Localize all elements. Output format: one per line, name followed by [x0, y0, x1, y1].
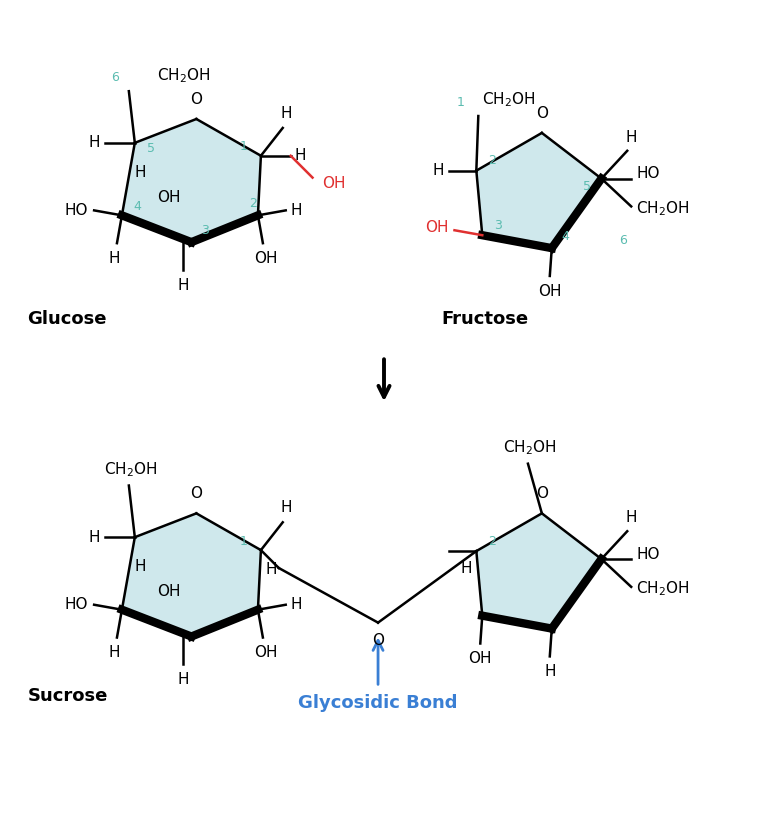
Text: H: H: [290, 597, 302, 612]
Text: H: H: [266, 562, 277, 577]
Text: CH$_2$OH: CH$_2$OH: [636, 580, 690, 598]
Polygon shape: [476, 133, 601, 249]
Text: H: H: [177, 278, 189, 293]
Text: H: H: [544, 665, 555, 680]
Text: H: H: [177, 672, 189, 687]
Text: 5: 5: [584, 180, 591, 193]
Text: Glucose: Glucose: [28, 309, 107, 328]
Text: O: O: [372, 632, 384, 647]
Text: CH$_2$OH: CH$_2$OH: [636, 199, 690, 218]
Text: HO: HO: [636, 546, 660, 561]
Text: Sucrose: Sucrose: [28, 687, 108, 706]
Text: HO: HO: [636, 166, 660, 181]
Text: OH: OH: [323, 176, 346, 191]
Text: H: H: [108, 646, 120, 661]
Text: 2: 2: [488, 154, 496, 168]
Text: CH$_2$OH: CH$_2$OH: [503, 438, 557, 457]
Text: 3: 3: [201, 224, 209, 237]
Text: O: O: [190, 92, 202, 107]
Text: H: H: [461, 561, 472, 576]
Text: Fructose: Fructose: [442, 309, 528, 328]
Text: CH$_2$OH: CH$_2$OH: [157, 67, 210, 85]
Text: OH: OH: [538, 284, 561, 299]
Text: H: H: [625, 130, 637, 145]
Text: H: H: [88, 530, 100, 545]
Text: H: H: [134, 164, 145, 179]
Text: HO: HO: [65, 597, 88, 612]
Text: H: H: [290, 203, 302, 218]
Text: 3: 3: [494, 219, 502, 232]
Text: CH$_2$OH: CH$_2$OH: [104, 460, 157, 479]
Text: 6: 6: [619, 234, 627, 247]
Text: O: O: [536, 486, 548, 501]
Polygon shape: [122, 119, 261, 242]
Text: H: H: [108, 251, 120, 266]
Text: OH: OH: [254, 251, 277, 266]
Text: 6: 6: [111, 71, 119, 84]
Polygon shape: [476, 514, 601, 629]
Text: H: H: [88, 135, 100, 150]
Text: H: H: [295, 148, 306, 163]
Text: 1: 1: [240, 535, 248, 548]
Text: Glycosidic Bond: Glycosidic Bond: [298, 694, 458, 712]
Text: OH: OH: [157, 585, 180, 600]
Text: 2: 2: [249, 197, 257, 210]
Text: 1: 1: [240, 140, 248, 153]
Text: OH: OH: [254, 646, 277, 661]
Text: OH: OH: [468, 651, 492, 666]
Text: H: H: [134, 559, 145, 574]
Text: HO: HO: [65, 203, 88, 218]
Text: CH$_2$OH: CH$_2$OH: [482, 90, 536, 109]
Text: H: H: [281, 106, 293, 121]
Text: 4: 4: [134, 200, 142, 213]
Polygon shape: [122, 514, 261, 636]
Text: OH: OH: [157, 190, 180, 205]
Text: 5: 5: [147, 143, 154, 155]
Text: 2: 2: [488, 535, 496, 548]
Text: 1: 1: [456, 96, 465, 109]
Text: H: H: [625, 510, 637, 525]
Text: H: H: [432, 163, 444, 178]
Text: 4: 4: [561, 229, 570, 243]
Text: O: O: [536, 106, 548, 121]
Text: O: O: [190, 486, 202, 501]
Text: H: H: [281, 500, 293, 515]
Text: OH: OH: [425, 220, 449, 235]
